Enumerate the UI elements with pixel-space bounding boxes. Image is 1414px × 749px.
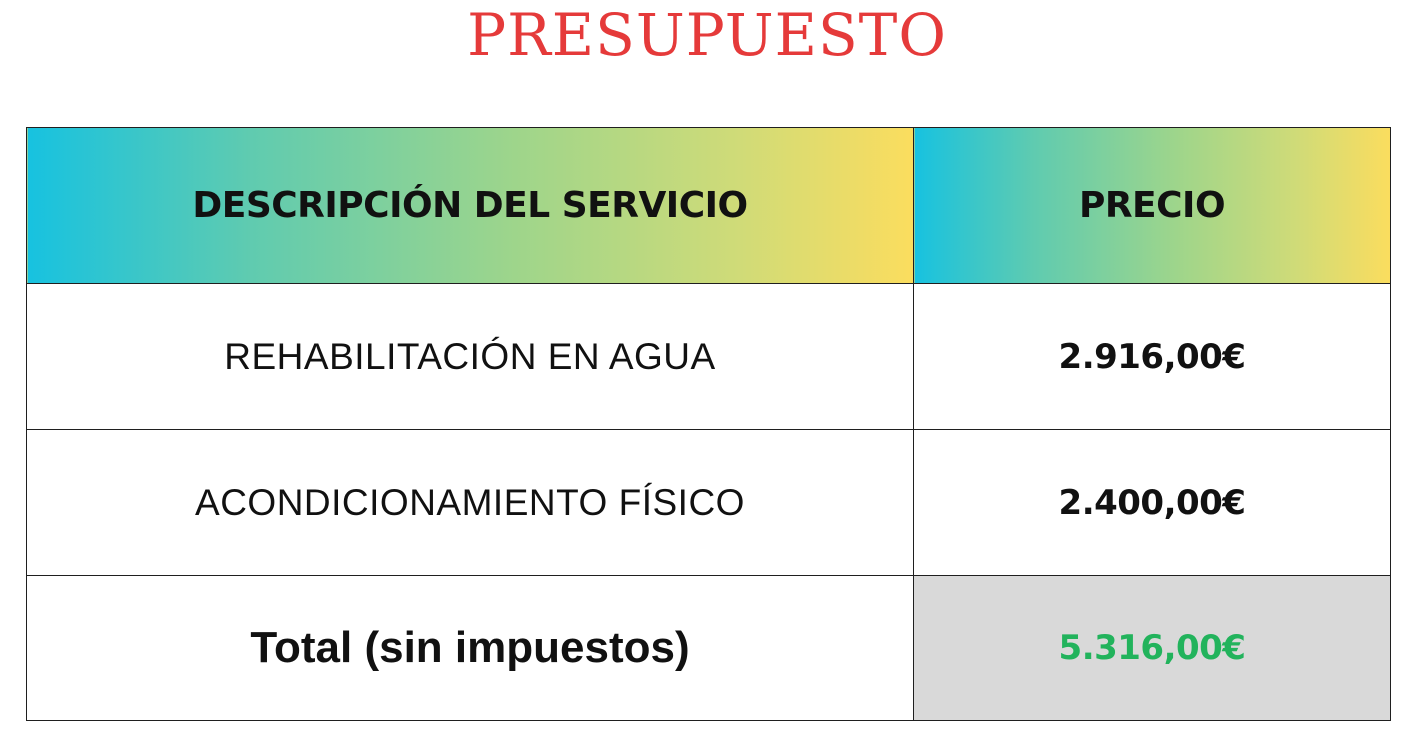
service-price: 2.400,00€ <box>913 429 1391 576</box>
page-title: PRESUPUESTO <box>467 1 947 69</box>
header-price: PRECIO <box>913 127 1391 284</box>
table-row: ACONDICIONAMIENTO FÍSICO 2.400,00€ <box>26 429 1391 576</box>
table-header-row: DESCRIPCIÓN DEL SERVICIO PRECIO <box>26 127 1391 284</box>
table-row: REHABILITACIÓN EN AGUA 2.916,00€ <box>26 283 1391 430</box>
total-label: Total (sin impuestos) <box>26 575 914 721</box>
total-row: Total (sin impuestos) 5.316,00€ <box>26 575 1391 721</box>
header-description: DESCRIPCIÓN DEL SERVICIO <box>26 127 914 284</box>
service-price: 2.916,00€ <box>913 283 1391 430</box>
budget-table: DESCRIPCIÓN DEL SERVICIO PRECIO REHABILI… <box>26 127 1391 721</box>
total-value: 5.316,00€ <box>913 575 1391 721</box>
service-description: ACONDICIONAMIENTO FÍSICO <box>26 429 914 576</box>
service-description: REHABILITACIÓN EN AGUA <box>26 283 914 430</box>
